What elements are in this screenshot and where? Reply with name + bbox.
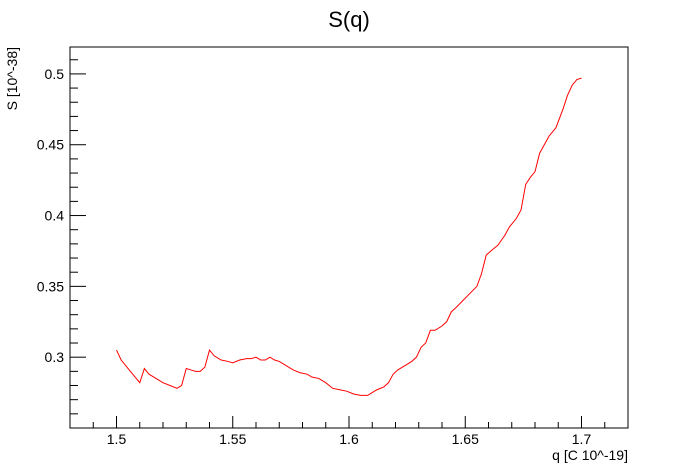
- x-tick-label: 1.7: [572, 431, 592, 447]
- x-tick-label: 1.6: [339, 431, 359, 447]
- y-tick-label: 0.4: [45, 208, 65, 224]
- series-line: [116, 77, 582, 396]
- y-axis: 0.3 0.35 0.4 0.45 0.5: [37, 59, 86, 429]
- x-tick-label: 1.55: [219, 431, 246, 447]
- y-tick-label: 0.5: [45, 66, 65, 82]
- chart-title: S(q): [328, 7, 370, 32]
- x-tick-label: 1.65: [452, 431, 479, 447]
- y-tick-label: 0.35: [37, 278, 64, 294]
- x-tick-label: 1.5: [107, 431, 127, 447]
- series-group: [116, 77, 582, 396]
- x-axis-title: q [C 10^-19]: [552, 447, 628, 463]
- y-tick-label: 0.45: [37, 137, 64, 153]
- y-axis-title: S [10^-38]: [4, 47, 20, 110]
- x-axis: 1.5 1.55 1.6 1.65 1.7: [69, 416, 629, 447]
- y-tick-label: 0.3: [45, 349, 65, 365]
- plot-frame: [69, 46, 629, 429]
